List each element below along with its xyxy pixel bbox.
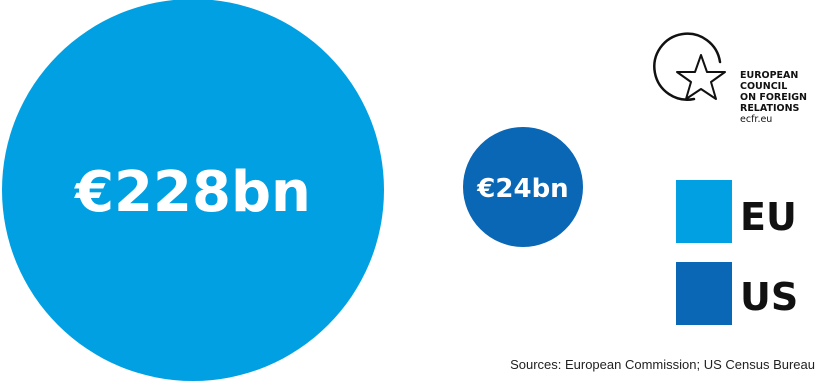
logo-url: ecfr.eu — [740, 114, 772, 125]
legend-swatch-eu — [676, 180, 732, 243]
bubble-us-label: €24bn — [476, 174, 568, 204]
star-circle-icon — [653, 32, 726, 101]
logo-line-4: RELATIONS — [740, 103, 800, 114]
bubble-eu — [2, 0, 384, 381]
legend-label-us: US — [740, 275, 798, 319]
logo-line-1: EUROPEAN — [740, 70, 798, 81]
logo-line-2: COUNCIL — [740, 81, 787, 92]
bubble-us — [463, 127, 583, 247]
ecfr-logo: EUROPEAN COUNCIL ON FOREIGN RELATIONS ec… — [653, 32, 807, 125]
legend-label-eu: EU — [740, 195, 797, 239]
legend-swatch-us — [676, 262, 732, 325]
logo-line-3: ON FOREIGN — [740, 92, 807, 103]
source-note: Sources: European Commission; US Census … — [510, 357, 815, 372]
bubble-eu-label: €228bn — [73, 160, 311, 225]
legend: EU US — [676, 180, 798, 325]
